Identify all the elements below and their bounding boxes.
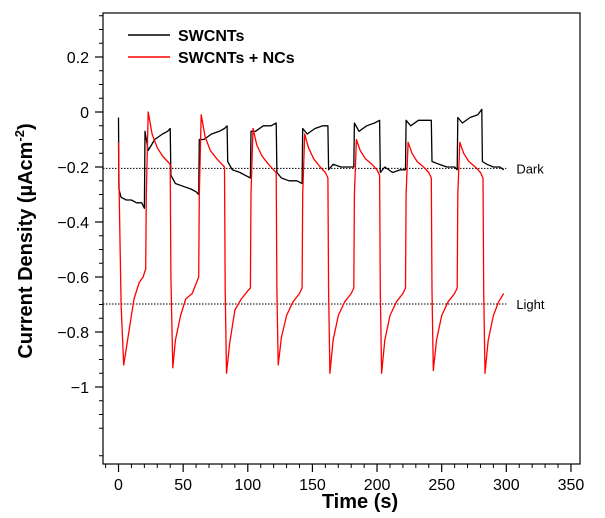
x-tick-label: 350 xyxy=(558,477,585,494)
y-tick-label: 0.2 xyxy=(67,50,89,67)
x-tick-label: 150 xyxy=(299,477,326,494)
y-axis-title-main: Current Density (µAcm xyxy=(15,142,37,359)
legend: SWCNTs SWCNTs + NCs xyxy=(128,28,295,67)
x-tick-label: 300 xyxy=(493,477,520,494)
plot-border xyxy=(102,12,581,465)
ticks-layer: 0 50 100 150 200 250 300 350 0.2 0 −0.2 −0.4 −0.6 −0.… xyxy=(57,15,585,494)
y-axis-title-close: ) xyxy=(15,123,37,130)
y-tick-label: −0.8 xyxy=(57,325,89,342)
series-layer xyxy=(117,108,505,374)
y-tick-label: −1 xyxy=(71,380,89,397)
x-tick-label: 200 xyxy=(364,477,391,494)
legend-label-1: SWCNTs xyxy=(178,28,244,45)
x-tick-label: 250 xyxy=(428,477,455,494)
y-tick-label: 0 xyxy=(80,105,89,122)
reference-line-label: Dark xyxy=(516,161,544,176)
series-line-1 xyxy=(117,108,505,209)
y-axis-title-sup: -2 xyxy=(12,130,27,142)
x-tick-label: 50 xyxy=(174,477,192,494)
legend-label-2: SWCNTs + NCs xyxy=(178,50,295,67)
y-tick-label: −0.4 xyxy=(57,215,89,232)
plot-frame xyxy=(102,12,581,465)
y-axis-title: Current Density (µAcm-2) xyxy=(12,123,37,358)
x-tick-label: 0 xyxy=(114,477,123,494)
reference-lines: Dark Light xyxy=(103,161,545,312)
series-line-2 xyxy=(117,111,505,374)
reference-line-label: Light xyxy=(516,297,545,312)
x-axis-title: Time (s) xyxy=(322,491,398,513)
y-tick-label: −0.6 xyxy=(57,270,89,287)
y-tick-label: −0.2 xyxy=(57,160,89,177)
x-tick-label: 100 xyxy=(234,477,261,494)
